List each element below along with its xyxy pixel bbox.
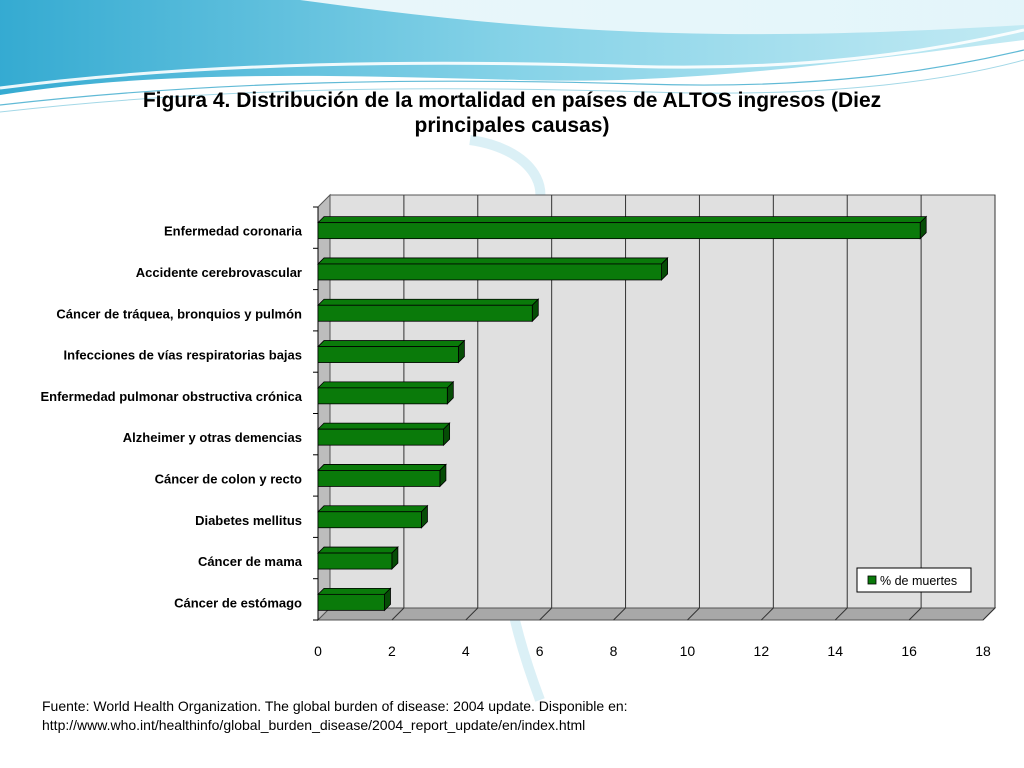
bar [317, 587, 392, 612]
bar-top [317, 464, 447, 471]
category-label: Cáncer de colon y recto [155, 471, 302, 486]
category-labels: Enfermedad coronaria Accidente cerebrovas… [40, 224, 302, 611]
bar [317, 422, 451, 447]
gridline-floor [391, 607, 405, 621]
source-line-1: Fuente: World Health Organization. The g… [42, 698, 628, 714]
category-label: Cáncer de tráquea, bronquios y pulmón [56, 306, 302, 321]
category-label: Cáncer de mama [198, 554, 303, 569]
bar-top [317, 422, 451, 430]
gridline-floor [908, 607, 922, 621]
bar-front [317, 470, 441, 487]
bar-front [317, 263, 662, 281]
bar [317, 546, 399, 571]
bar-front [317, 346, 459, 363]
gridline-floor [539, 607, 553, 621]
legend: % de muertes [856, 567, 972, 593]
bar-front [317, 593, 385, 611]
x-axis-tick-labels: 0 2 4 6 8 10 12 14 16 18 [314, 643, 991, 659]
x-tick-label: 12 [754, 643, 770, 659]
chart-title: Figura 4. Distribución de la mortalidad … [142, 89, 882, 137]
x-tick-label: 2 [388, 643, 396, 659]
category-label: Cáncer de estómago [174, 595, 302, 610]
x-tick-label: 0 [314, 643, 322, 659]
bar [317, 380, 455, 405]
category-label: Alzheimer y otras demencias [123, 430, 302, 445]
x-tick-label: 16 [901, 643, 917, 659]
bar-front [317, 387, 448, 405]
bar-top [317, 381, 455, 389]
x-tick-label: 6 [536, 643, 544, 659]
category-label: Diabetes mellitus [195, 513, 302, 528]
source-url: http://www.who.int/healthinfo/global_bur… [42, 717, 586, 733]
category-label: Infecciones de vías respiratorias bajas [64, 348, 302, 363]
bar [317, 463, 447, 488]
bar-front [317, 552, 393, 570]
bar [317, 215, 928, 240]
bar [317, 504, 429, 529]
gridline-floor [465, 607, 479, 621]
bar-front [317, 304, 533, 322]
bar [317, 339, 466, 364]
legend-swatch [867, 575, 877, 585]
source-note: Fuente: World Health Organization. The g… [42, 697, 942, 735]
bar-top [317, 216, 928, 224]
gridline-floor [613, 607, 626, 621]
category-label: Enfermedad pulmonar obstructiva crónica [40, 389, 302, 404]
bar-top [317, 257, 669, 265]
bar-front [317, 511, 422, 529]
bar-top [317, 505, 429, 513]
plot-floor [316, 607, 997, 621]
bar [317, 298, 540, 323]
bar-top [317, 587, 392, 595]
x-tick-label: 4 [462, 643, 470, 659]
bar-top [317, 340, 466, 347]
legend-label: % de muertes [880, 574, 957, 588]
bar-top [317, 298, 540, 306]
bar-front [317, 222, 921, 240]
bar-front [317, 428, 445, 446]
bar-top [317, 546, 399, 554]
bar [317, 256, 669, 281]
x-tick-label: 8 [610, 643, 618, 659]
category-label: Enfermedad coronaria [164, 224, 303, 239]
gridline-floor [760, 607, 774, 621]
category-label: Accidente cerebrovascular [136, 265, 302, 280]
x-tick-label: 10 [680, 643, 696, 659]
bars [317, 215, 928, 612]
x-tick-label: 14 [827, 643, 843, 659]
gridline-floor [834, 607, 848, 621]
gridline-floor [982, 607, 996, 621]
gridline-floor [687, 607, 700, 621]
x-tick-label: 18 [975, 643, 991, 659]
